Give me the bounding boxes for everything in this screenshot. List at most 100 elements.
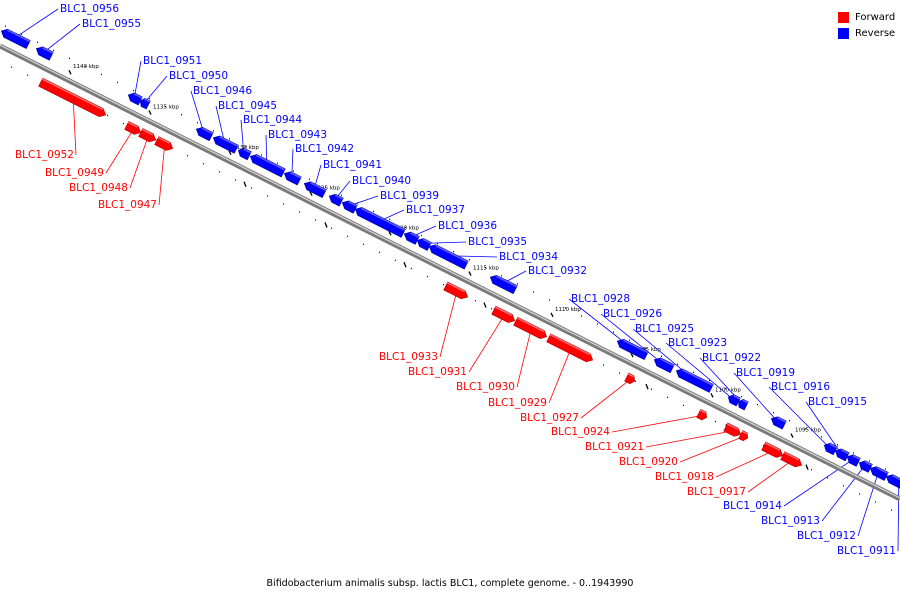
gene-BLC1_0955 — [35, 46, 54, 61]
gene-highlight — [446, 282, 466, 293]
legend: Forward Reverse — [838, 9, 895, 41]
major-tick — [309, 191, 313, 196]
reverse-swatch — [838, 27, 849, 39]
minor-tick-below — [331, 227, 332, 229]
leader-line — [439, 291, 458, 358]
minor-tick-below — [427, 275, 428, 278]
minor-tick-below — [11, 66, 12, 68]
minor-tick-above — [5, 25, 6, 27]
major-tick-below — [645, 383, 649, 390]
gene-arrow — [354, 207, 406, 238]
gene-highlight — [495, 275, 518, 288]
minor-tick-above — [341, 194, 342, 196]
major-tick — [148, 110, 152, 115]
minor-tick-above — [581, 315, 582, 317]
gene-arrow — [723, 422, 742, 437]
gene-BLC1_0950 — [139, 97, 151, 110]
gene-arrow — [195, 127, 214, 142]
gene-BLC1_0951 — [127, 92, 143, 106]
gene-label: BLC1_0935 — [468, 236, 527, 248]
gene-arrow — [675, 368, 714, 393]
leader-line — [747, 460, 793, 493]
gene-BLC1_0956 — [0, 28, 31, 49]
gene-label: BLC1_0924 — [551, 426, 610, 438]
minor-tick-above — [165, 106, 166, 108]
gene-highlight — [157, 136, 171, 144]
minor-tick-above — [597, 323, 598, 325]
minor-tick-above — [405, 226, 406, 229]
minor-tick-above — [821, 436, 822, 438]
minor-tick-below — [107, 114, 108, 117]
gene-arrow — [761, 441, 784, 458]
gene-label: BLC1_0921 — [585, 441, 644, 453]
minor-tick-above — [773, 412, 774, 414]
gene-label: BLC1_0918 — [655, 471, 714, 483]
gene-arrow — [403, 231, 420, 245]
gene-BLC1_0924 — [696, 408, 708, 421]
minor-tick-below — [299, 211, 300, 213]
minor-tick-above — [885, 468, 886, 470]
minor-tick-above — [69, 57, 70, 59]
forward-swatch — [838, 11, 849, 23]
gene-arrow — [428, 244, 469, 270]
gene-BLC1_0943 — [249, 154, 286, 178]
minor-tick-above — [85, 65, 86, 67]
gene-arrow — [653, 357, 675, 374]
gene-arrow — [869, 466, 889, 481]
gene-arrow — [154, 136, 174, 151]
gene-highlight — [289, 171, 302, 179]
leader-line — [611, 414, 703, 433]
minor-tick-below — [347, 235, 348, 237]
minor-tick-below — [891, 509, 892, 511]
gene-BLC1_0919 — [770, 416, 787, 430]
leader-line — [600, 313, 664, 365]
minor-tick-above — [213, 130, 214, 132]
minor-tick-above — [549, 299, 550, 301]
gene-highlight — [840, 449, 850, 455]
gene-arrow — [249, 154, 286, 178]
gene-highlight — [41, 78, 104, 111]
minor-tick-above — [693, 371, 694, 374]
gene-arrow — [443, 281, 469, 300]
gene-BLC1_0916 — [823, 442, 838, 456]
minor-tick-above — [101, 73, 102, 76]
gene-label: BLC1_0916 — [771, 381, 830, 393]
gene-highlight — [133, 93, 143, 99]
minor-tick-below — [267, 195, 268, 197]
gene-arrow — [780, 451, 803, 468]
tick-label: 1095 kbp — [795, 428, 821, 434]
gene-highlight — [659, 358, 675, 367]
leader-line — [72, 98, 77, 156]
gene-arrow — [546, 333, 594, 363]
legend-label-reverse: Reverse — [855, 27, 896, 39]
tick-label: 1135 kbp — [153, 105, 179, 111]
minor-tick-above — [741, 395, 742, 398]
gene-BLC1_0946 — [195, 127, 214, 142]
gene-BLC1_0933 — [443, 281, 469, 300]
gene-label: BLC1_0950 — [169, 70, 228, 82]
gene-BLC1_0939 — [341, 200, 358, 214]
leader-line — [143, 75, 168, 104]
gene-arrow — [616, 338, 649, 361]
minor-tick-above — [389, 218, 390, 220]
minor-tick-above — [613, 331, 614, 333]
gene-label: BLC1_0936 — [438, 220, 497, 232]
minor-tick-above — [149, 97, 150, 100]
gene-arrow — [341, 200, 358, 214]
tick-label: 1105 kbp — [635, 347, 661, 353]
gene-highlight — [891, 474, 900, 487]
gene-BLC1_0932 — [489, 275, 518, 295]
gene-highlight — [243, 148, 252, 154]
minor-tick-below — [811, 469, 812, 471]
major-tick-below — [483, 302, 487, 308]
leader-line — [133, 60, 142, 98]
minor-tick-above — [197, 122, 198, 124]
leader-line — [679, 435, 745, 463]
minor-tick-above — [277, 162, 278, 164]
gene-label: BLC1_0932 — [528, 265, 587, 277]
gene-arrow — [491, 305, 516, 323]
legend-item-reverse: Reverse — [838, 25, 895, 41]
minor-tick-above — [757, 404, 758, 406]
gene-BLC1_0913 — [858, 460, 873, 473]
